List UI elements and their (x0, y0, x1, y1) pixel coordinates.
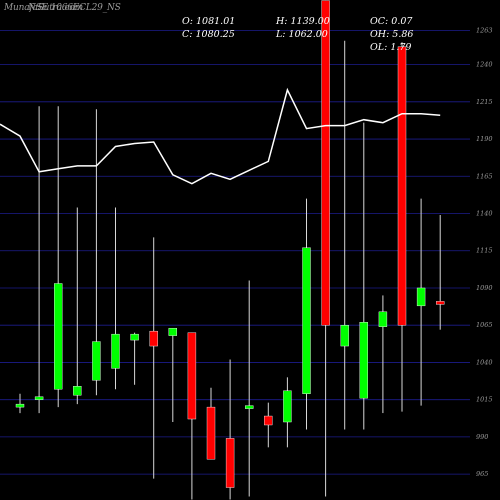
symbol-name: NSE 1066ECL29_NS (28, 3, 121, 13)
candle-body (34, 396, 44, 400)
candle-body (168, 327, 178, 336)
candle-body (436, 301, 445, 305)
low-value: L: 1062.00 (276, 29, 328, 40)
candle-body (416, 287, 426, 307)
candle-body (15, 403, 25, 408)
candle-body (187, 332, 197, 420)
price-tick-label: 965 (476, 470, 488, 478)
candle-body (54, 283, 63, 390)
price-tick-label: 1065 (476, 321, 493, 329)
price-tick-label: 1240 (476, 61, 493, 69)
close-value: C: 1080.25 (182, 29, 235, 40)
oc-value: OC: 0.07 (370, 16, 413, 27)
candle-body (302, 247, 311, 394)
candle-body (397, 46, 407, 326)
candle-body (264, 415, 273, 426)
candle-body (149, 330, 158, 347)
price-tick-label: 1190 (476, 135, 493, 143)
candle-body (92, 341, 101, 381)
candle-body (359, 322, 368, 399)
candle-body (206, 406, 216, 460)
price-tick-label: 1015 (476, 396, 493, 404)
price-tick-label: 1090 (476, 284, 493, 292)
price-tick-label: 1140 (476, 210, 493, 218)
candle-body (244, 405, 254, 409)
candle-body (283, 390, 292, 423)
candle-body (73, 386, 82, 396)
candle-body (378, 311, 388, 327)
price-tick-label: 1165 (476, 172, 493, 180)
chart-title: MunafaSutra.com NSE 1066ECL29_NS (4, 3, 121, 13)
oh-value: OH: 5.86 (370, 29, 414, 40)
price-tick-label: 1263 (476, 26, 493, 34)
site-name: MunafaSutra.com (4, 3, 83, 13)
high-value: H: 1139.00 (276, 16, 330, 27)
overlay-line (0, 87, 441, 185)
price-tick-label: 1115 (476, 247, 493, 255)
price-tick-label: 990 (476, 433, 488, 441)
candle-body (321, 0, 330, 326)
candle-body (130, 333, 139, 341)
price-tick-label: 1215 (476, 98, 493, 106)
candle-body (111, 333, 120, 369)
candle-body (340, 325, 349, 347)
price-tick-label: 1040 (476, 358, 493, 366)
ol-value: OL: 1.79 (370, 42, 412, 53)
candle-body (225, 438, 235, 488)
open-value: O: 1081.01 (182, 16, 236, 27)
